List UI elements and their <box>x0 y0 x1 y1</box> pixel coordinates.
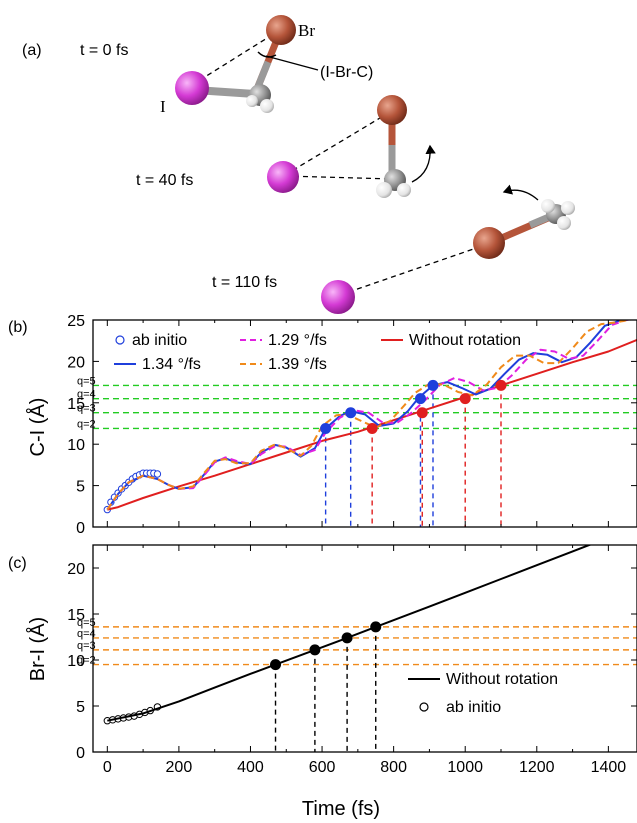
threshold-label-q-4: q=4 <box>77 628 96 640</box>
hydrogen-atom <box>376 182 392 198</box>
y-tick-label: 10 <box>67 653 85 670</box>
y-tick-label: 0 <box>76 745 85 762</box>
panel-b-ylabel: C-I (Å) <box>26 398 49 457</box>
x-tick-label: 600 <box>309 759 336 776</box>
iodine-atom <box>267 161 299 193</box>
panel-b-chart: (b) C-I (Å) q=5 q=4 q=3 q=2 0 5 10 15 20 25 ab i… <box>8 313 637 537</box>
hydrogen-atom <box>561 201 575 215</box>
panel-c-legend: Without rotation ab initio <box>408 671 558 716</box>
y-tick-label: 5 <box>76 699 85 716</box>
legend-label-ab-initio: ab initio <box>446 699 501 716</box>
x-tick-label: 400 <box>237 759 264 776</box>
i-label: I <box>160 97 166 116</box>
legend-label-without-rotation: Without rotation <box>446 671 558 688</box>
x-tick-label: 0 <box>103 759 112 776</box>
frame-label-t110: t = 110 fs <box>212 274 277 291</box>
threshold-label-q-3: q=3 <box>77 640 96 652</box>
y-tick-label: 10 <box>67 437 85 454</box>
panel-b-legend: ab initio 1.29 °/fs Without rotation 1.34 °… <box>114 332 521 373</box>
crossing-marker <box>459 393 471 405</box>
crossing-marker <box>495 379 507 391</box>
bromine-atom <box>377 95 407 125</box>
x-axis-label: Time (fs) <box>302 798 380 820</box>
plot-frame <box>92 544 637 753</box>
y-tick-label: 20 <box>67 561 85 578</box>
crossing-marker <box>320 422 332 434</box>
threshold-label-q-2: q=2 <box>77 655 96 667</box>
threshold-label-q-4: q=4 <box>77 389 96 401</box>
iodine-atom <box>175 71 209 105</box>
panel-b-label: (b) <box>8 319 28 336</box>
crossing-marker <box>345 407 357 419</box>
crossing-marker <box>370 621 382 633</box>
x-tick-label: 200 <box>166 759 193 776</box>
legend-swatch-ab-initio <box>419 702 429 712</box>
x-tick-label: 800 <box>380 759 407 776</box>
crossing-marker <box>416 407 428 419</box>
legend-label-1-34-fs: 1.34 °/fs <box>142 356 201 373</box>
rotation-arrow-icon <box>411 144 436 183</box>
hydrogen-atom <box>260 99 274 113</box>
angle-label: (I-Br-C) <box>320 64 373 81</box>
panel-c-label: (c) <box>8 555 27 572</box>
plot-frame <box>92 319 637 528</box>
crossing-marker <box>270 659 282 671</box>
threshold-label-q-2: q=2 <box>77 418 96 430</box>
bromine-atom <box>266 15 296 45</box>
series-line-without-rotation <box>107 545 593 722</box>
legend-label-without-rotation: Without rotation <box>409 332 521 349</box>
crossing-marker <box>427 379 439 391</box>
y-tick-label: 15 <box>67 396 85 413</box>
y-tick-label: 5 <box>76 479 85 496</box>
hydrogen-atom <box>541 199 555 213</box>
rotation-arrow-icon <box>502 184 539 201</box>
legend-label-ab-initio: ab initio <box>132 332 187 349</box>
frame-label-t0: t = 0 fs <box>80 42 128 59</box>
crossing-marker <box>414 393 426 405</box>
threshold-label-q-5: q=5 <box>77 375 96 387</box>
panel-a-label: (a) <box>22 42 42 59</box>
hydrogen-atom <box>397 183 411 197</box>
series-line-1-29-fs <box>106 320 633 511</box>
series-line-without-rotation <box>107 338 637 511</box>
y-tick-label: 25 <box>67 313 85 330</box>
legend-label-1-39-fs: 1.39 °/fs <box>268 356 327 373</box>
panel-c-ylabel: Br-I (Å) <box>26 617 49 681</box>
molecule-t0: Br I (I-Br-C) <box>160 15 373 116</box>
crossing-marker <box>341 632 353 644</box>
y-tick-label: 0 <box>76 520 85 537</box>
threshold-label-q-5: q=5 <box>77 617 96 629</box>
data-point-ab-initio <box>153 470 162 478</box>
panel-c-chart: (c) Br-I (Å) Time (fs) q=5q=4q=3q=2 0 200… <box>8 544 637 820</box>
frame-label-t40: t = 40 fs <box>136 172 193 189</box>
legend-label-1-29-fs: 1.29 °/fs <box>268 332 327 349</box>
angle-pointer <box>265 55 319 71</box>
bromine-atom <box>473 227 505 259</box>
crossing-marker <box>366 422 378 434</box>
br-label: Br <box>298 21 315 40</box>
iodine-atom <box>321 280 355 314</box>
threshold-label-q-3: q=3 <box>77 403 96 415</box>
x-tick-label: 1400 <box>591 759 627 776</box>
crossing-marker <box>309 644 321 656</box>
hydrogen-atom <box>246 95 258 107</box>
legend-swatch-ab-initio <box>115 335 125 345</box>
x-tick-label: 1000 <box>447 759 483 776</box>
y-tick-label: 15 <box>67 607 85 624</box>
molecule-t110 <box>321 184 575 314</box>
molecule-t40 <box>267 95 436 198</box>
x-tick-label: 1200 <box>519 759 555 776</box>
y-tick-label: 20 <box>67 354 85 371</box>
panel-a: (a) t = 0 fs t = 40 fs t = 110 fs Br I (… <box>22 15 575 314</box>
hydrogen-atom <box>557 216 571 230</box>
